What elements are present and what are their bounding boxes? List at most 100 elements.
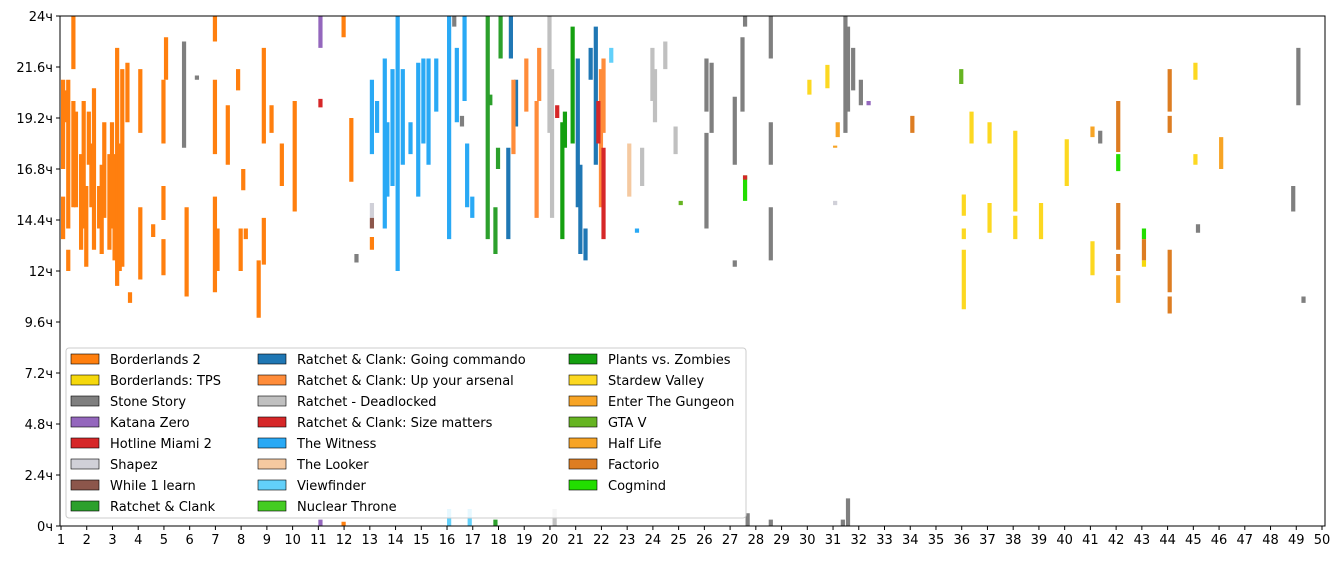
- session-bar: [663, 41, 668, 70]
- x-tick-label: 48: [1262, 533, 1279, 548]
- y-tick-label: 12ч: [29, 265, 53, 280]
- legend-label: The Witness: [296, 437, 377, 452]
- legend-swatch: [257, 479, 287, 491]
- session-bar: [745, 513, 750, 526]
- session-bar: [1116, 203, 1121, 250]
- legend-item: Shapez: [70, 458, 158, 473]
- legend-item: Ratchet & Clank: Going commando: [257, 353, 526, 368]
- legend-item: Plants vs. Zombies: [568, 353, 731, 368]
- session-bar: [634, 228, 640, 233]
- legend-label: Cogmind: [608, 479, 666, 494]
- legend-swatch: [568, 416, 598, 428]
- x-tick-label: 50: [1314, 533, 1331, 548]
- session-bar: [959, 69, 964, 84]
- y-tick-label: 16.8ч: [16, 163, 53, 178]
- session-bar: [1219, 137, 1224, 169]
- legend-swatch: [568, 437, 598, 449]
- y-tick-label: 4.8ч: [25, 418, 53, 433]
- session-bar: [627, 143, 632, 197]
- session-bar: [279, 143, 284, 186]
- x-tick-label: 31: [825, 533, 842, 548]
- session-bar: [768, 519, 773, 526]
- session-bar: [1013, 130, 1018, 212]
- session-bar: [194, 75, 200, 80]
- session-bar: [163, 37, 169, 80]
- session-bar: [1090, 126, 1095, 138]
- session-bar: [910, 115, 915, 133]
- session-bar: [1098, 130, 1103, 144]
- session-bar: [212, 16, 218, 42]
- session-bar: [524, 58, 529, 112]
- session-bar: [243, 228, 248, 240]
- x-tick-label: 44: [1159, 533, 1176, 548]
- session-bar: [575, 58, 580, 208]
- legend-item: Ratchet & Clank: Size matters: [257, 416, 493, 431]
- session-bar: [1116, 154, 1121, 172]
- session-bar: [640, 147, 645, 186]
- session-bar: [269, 105, 274, 133]
- legend-swatch: [257, 374, 287, 386]
- session-bar: [835, 122, 840, 138]
- session-bar: [91, 88, 97, 250]
- x-tick-label: 18: [490, 533, 507, 548]
- session-bar: [1291, 186, 1296, 212]
- session-bar: [447, 16, 452, 240]
- session-bar: [292, 101, 297, 212]
- session-bar: [107, 154, 112, 250]
- session-bar: [740, 37, 745, 112]
- session-bar: [1013, 215, 1018, 240]
- session-bar: [434, 58, 439, 112]
- legend-swatch: [257, 437, 287, 449]
- y-tick-label: 21.6ч: [16, 61, 53, 76]
- session-bar: [421, 58, 426, 144]
- session-bar: [102, 122, 107, 218]
- session-bar: [845, 498, 851, 526]
- session-bar: [318, 16, 323, 48]
- x-tick-label: 7: [211, 533, 219, 548]
- session-bar: [495, 147, 501, 169]
- x-tick-label: 25: [670, 533, 687, 548]
- session-bar: [843, 16, 848, 133]
- session-bar: [66, 249, 71, 271]
- session-bar: [807, 79, 812, 95]
- session-bar: [851, 47, 856, 91]
- session-bar: [212, 196, 218, 293]
- session-bar: [732, 260, 737, 267]
- legend-label: Ratchet & Clank: [110, 500, 216, 515]
- session-bar: [1141, 228, 1147, 240]
- session-bar: [1193, 154, 1198, 165]
- y-tick-label: 24ч: [29, 10, 53, 25]
- x-tick-label: 16: [439, 533, 456, 548]
- x-tick-label: 36: [953, 533, 970, 548]
- legend-label: Enter The Gungeon: [608, 395, 734, 410]
- legend-swatch: [568, 353, 598, 365]
- legend: Borderlands 2 Borderlands: TPS Stone Story…: [65, 347, 747, 519]
- x-tick-label: 6: [186, 533, 194, 548]
- session-bar: [369, 79, 375, 155]
- x-tick-label: 22: [593, 533, 610, 548]
- session-bar: [115, 47, 120, 286]
- x-tick-label: 49: [1288, 533, 1305, 548]
- session-bar: [1167, 69, 1172, 112]
- x-tick-label: 39: [1031, 533, 1048, 548]
- legend-item: Borderlands: TPS: [70, 374, 221, 389]
- legend-label: Hotline Miami 2: [110, 437, 212, 452]
- session-bar: [833, 145, 838, 148]
- session-bar: [109, 122, 115, 229]
- session-bar: [601, 147, 606, 240]
- session-bar: [1141, 239, 1147, 261]
- session-bar: [369, 203, 375, 218]
- session-bar: [71, 101, 76, 208]
- session-bar: [652, 69, 658, 123]
- session-bar: [125, 62, 130, 123]
- session-bar: [1141, 260, 1147, 267]
- session-bar: [493, 519, 498, 526]
- session-bar: [704, 58, 709, 112]
- session-bar: [184, 207, 189, 297]
- session-bar: [61, 79, 66, 169]
- legend-swatch: [568, 395, 598, 407]
- y-tick-label: 2.4ч: [25, 469, 53, 484]
- session-bar: [73, 111, 79, 208]
- legend-label: Ratchet & Clank: Up your arsenal: [297, 374, 514, 389]
- legend-swatch: [70, 437, 100, 449]
